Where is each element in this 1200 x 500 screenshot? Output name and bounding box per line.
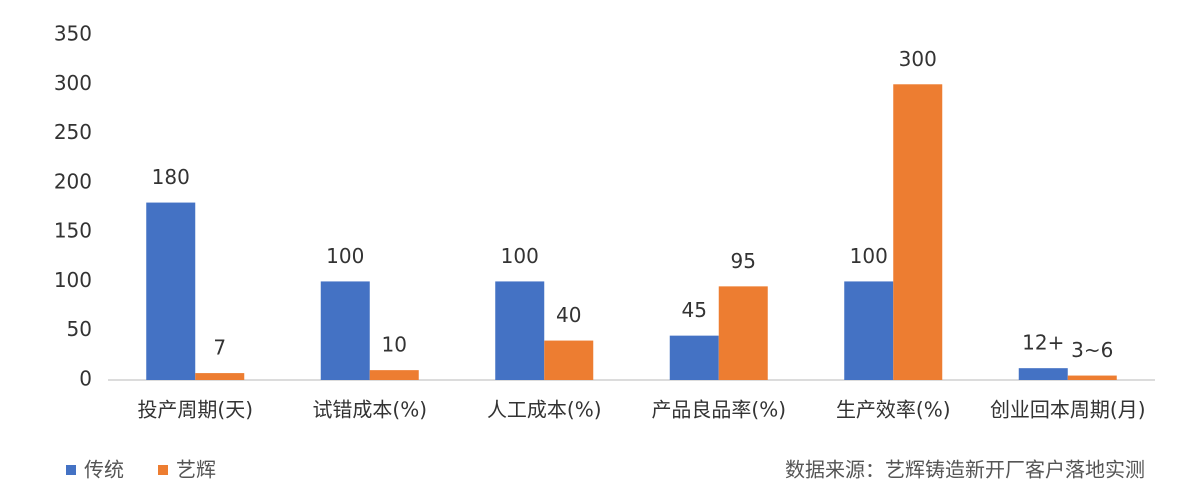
bar <box>495 281 545 380</box>
y-tick-label: 200 <box>54 169 92 193</box>
bar <box>893 84 943 381</box>
bar <box>146 202 196 380</box>
legend-swatch <box>158 465 168 475</box>
y-tick-label: 250 <box>54 120 92 144</box>
x-tick-label: 人工成本(%) <box>487 398 602 422</box>
x-tick-label: 投产周期(天) <box>137 398 253 422</box>
x-tick-label: 生产效率(%) <box>836 398 951 422</box>
value-label: 12+ <box>1022 331 1064 355</box>
source-note: 数据来源：艺辉铸造新开厂客户落地实测 <box>785 458 1145 482</box>
legend-label: 艺辉 <box>176 458 216 482</box>
x-tick-label: 试错成本(%) <box>312 398 427 422</box>
value-label: 300 <box>899 47 937 71</box>
bar <box>669 335 719 380</box>
y-tick-label: 150 <box>54 219 92 243</box>
bar <box>844 281 894 380</box>
value-label: 3~6 <box>1071 338 1113 362</box>
value-label: 95 <box>731 249 756 273</box>
value-label: 100 <box>326 244 364 268</box>
bar <box>544 340 594 380</box>
value-label: 40 <box>556 303 581 327</box>
bar <box>369 370 419 380</box>
value-label: 100 <box>501 244 539 268</box>
y-tick-label: 100 <box>54 268 92 292</box>
x-tick-label: 创业回本周期(月) <box>990 398 1146 422</box>
value-label: 7 <box>213 336 226 360</box>
bar <box>320 281 370 380</box>
bar <box>195 373 245 380</box>
value-label: 10 <box>382 333 407 357</box>
y-tick-label: 0 <box>79 367 92 391</box>
value-label: 45 <box>682 298 707 322</box>
bar <box>718 286 768 380</box>
y-tick-label: 350 <box>54 22 92 46</box>
bar <box>1067 375 1117 380</box>
x-tick-label: 产品良品率(%) <box>651 398 786 422</box>
legend-swatch <box>66 465 76 475</box>
value-label: 100 <box>850 244 888 268</box>
legend-label: 传统 <box>84 458 124 482</box>
y-tick-label: 300 <box>54 71 92 95</box>
y-tick-label: 50 <box>67 317 92 341</box>
bar <box>1018 368 1068 380</box>
value-label: 180 <box>152 165 190 189</box>
